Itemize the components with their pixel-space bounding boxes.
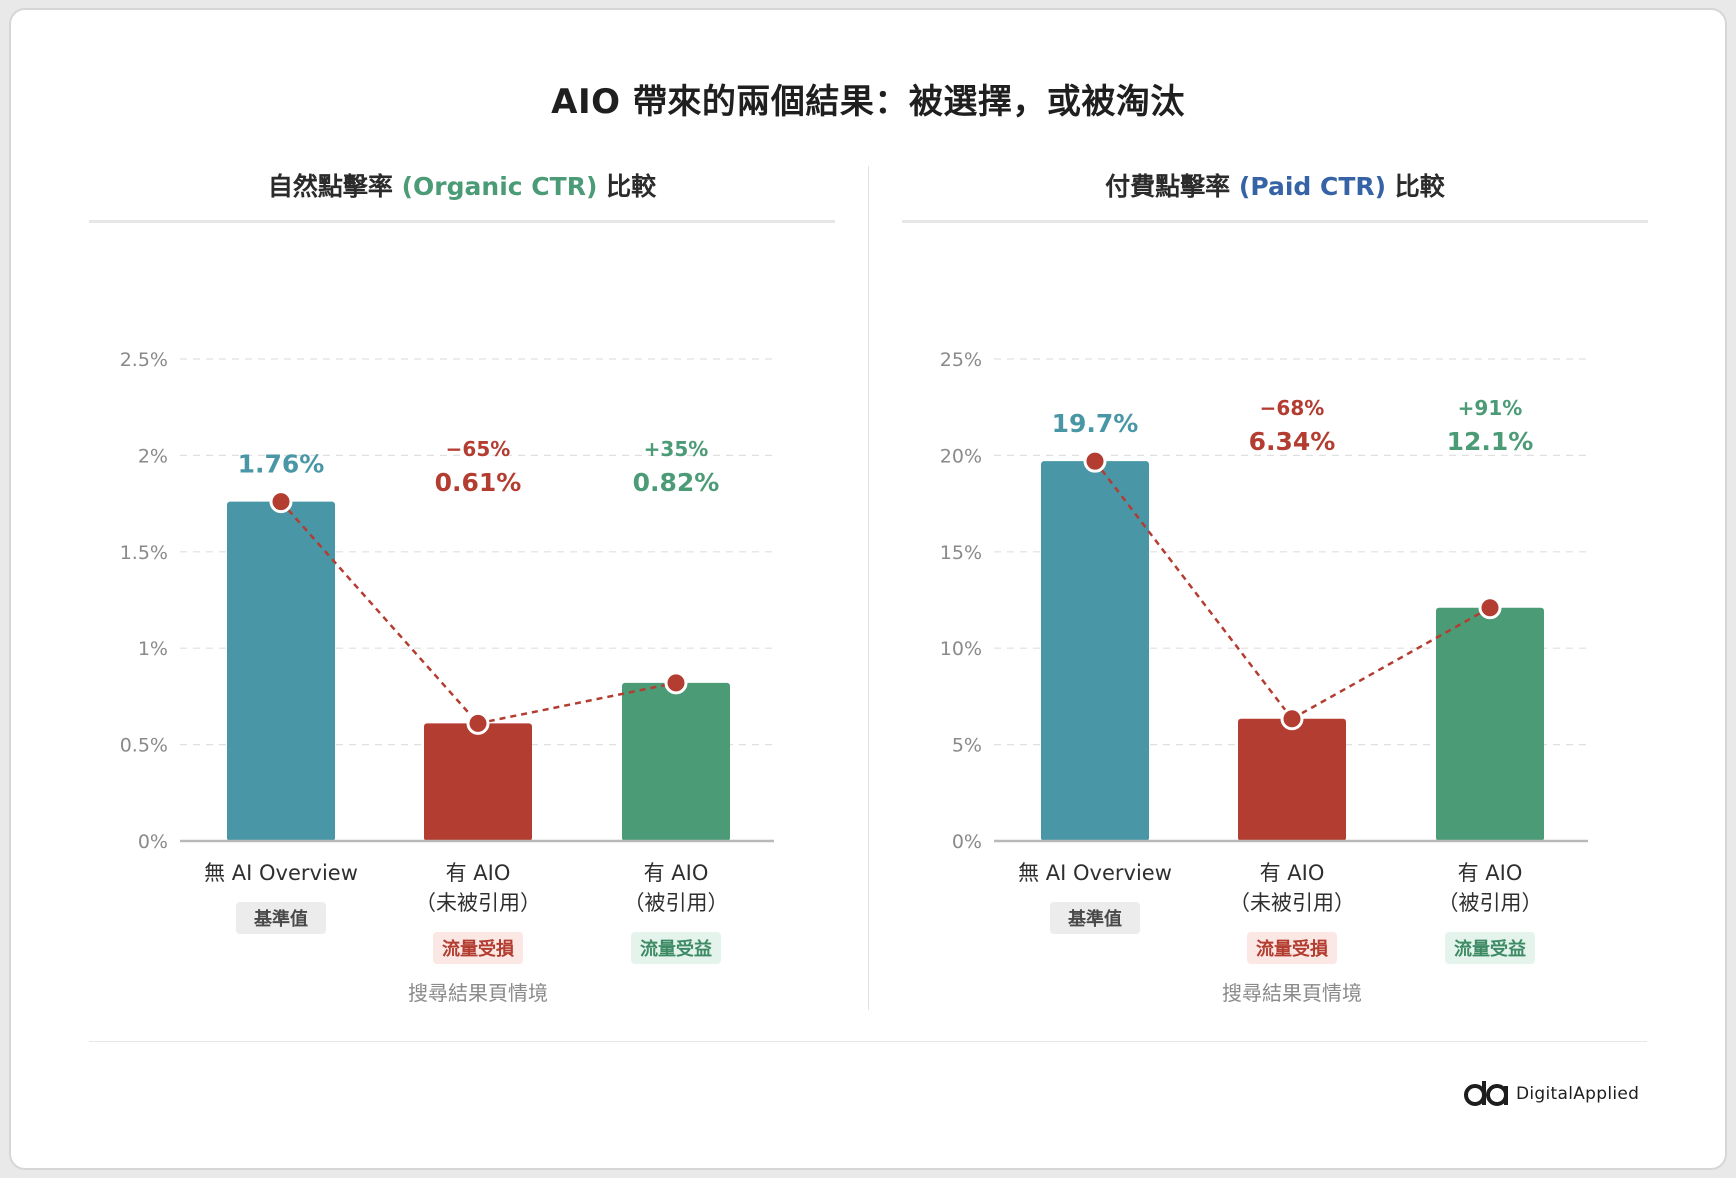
paid-category-label: 有 AIO — [1260, 861, 1325, 885]
paid-point-marker — [1478, 596, 1502, 620]
organic-badge-gain — [631, 932, 721, 964]
organic-title-highlight: (Organic CTR) — [401, 172, 598, 201]
organic-bar-gain — [622, 682, 730, 841]
organic-category-sublabel: （被引用） — [624, 891, 729, 915]
organic-title-suffix: 比較 — [597, 172, 657, 201]
paid-ytick-label: 20% — [940, 445, 982, 467]
paid-ytick-label: 10% — [940, 638, 982, 660]
organic-bar-baseline — [227, 501, 335, 841]
paid-badge-gain — [1445, 932, 1535, 964]
organic-category-sublabel: （未被引用） — [415, 891, 541, 915]
paid-point-marker — [1083, 449, 1107, 473]
organic-x-axis-title: 搜尋結果頁情境 — [408, 981, 548, 1005]
organic-badge-baseline — [236, 902, 326, 934]
panel-divider — [868, 166, 869, 1010]
organic-badge-label: 流量受益 — [640, 938, 712, 960]
organic-value-label: 0.82% — [633, 468, 720, 497]
paid-ytick-label: 0% — [952, 831, 982, 853]
paid-title-highlight: (Paid CTR) — [1238, 172, 1387, 201]
organic-trend-line — [280, 500, 479, 725]
paid-title-suffix: 比較 — [1386, 172, 1445, 201]
paid-badge-baseline — [1050, 902, 1140, 934]
paid-point-marker — [1280, 707, 1304, 731]
organic-badge-loss — [433, 932, 523, 964]
brand-name: DigitalApplied — [1516, 1084, 1640, 1104]
paid-value-label: 12.1% — [1447, 427, 1534, 456]
paid-trend-line — [1291, 606, 1491, 720]
organic-trend-line — [477, 681, 677, 725]
paid-bar-gain — [1436, 607, 1544, 841]
organic-ytick-label: 2% — [138, 445, 168, 467]
organic-category-label: 有 AIO — [644, 861, 709, 885]
organic-ytick-label: 2.5% — [120, 349, 168, 371]
organic-bar-loss — [424, 723, 532, 841]
paid-ytick-label: 25% — [940, 349, 982, 371]
paid-badge-loss — [1247, 932, 1337, 964]
brand-mark-icon — [1464, 1081, 1508, 1106]
paid-badge-label: 流量受損 — [1256, 938, 1329, 960]
paid-change-label: +91% — [1458, 396, 1523, 420]
page-title: AIO 帶來的兩個結果：被選擇，或被淘汰 — [551, 82, 1185, 122]
paid-bar-loss — [1238, 718, 1346, 841]
organic-badge-label: 基準值 — [253, 908, 308, 930]
organic-title-rule — [89, 220, 835, 223]
organic-category-label: 無 AI Overview — [204, 861, 358, 885]
footer-rule — [89, 1041, 1647, 1042]
paid-value-label: 19.7% — [1052, 409, 1139, 438]
paid-category-sublabel: （被引用） — [1438, 891, 1543, 915]
paid-change-label: −68% — [1260, 396, 1325, 420]
organic-change-label: −65% — [446, 437, 511, 461]
paid-badge-label: 基準值 — [1067, 908, 1122, 930]
organic-ytick-label: 1.5% — [120, 542, 168, 564]
paid-x-axis-title: 搜尋結果頁情境 — [1222, 981, 1362, 1005]
organic-category-label: 有 AIO — [446, 861, 511, 885]
organic-ytick-label: 1% — [138, 638, 168, 660]
paid-title-prefix: 付費點擊率 — [1105, 172, 1239, 201]
paid-badge-label: 流量受益 — [1454, 938, 1526, 960]
paid-value-label: 6.34% — [1249, 427, 1336, 456]
organic-badge-label: 流量受損 — [442, 938, 515, 960]
paid-panel-title: 付費點擊率 (Paid CTR) 比較 — [902, 167, 1648, 203]
brand-logo: DigitalApplied — [1464, 1080, 1639, 1108]
organic-change-label: +35% — [644, 437, 709, 461]
organic-value-label: 1.76% — [238, 450, 325, 479]
paid-category-label: 有 AIO — [1458, 861, 1523, 885]
organic-ytick-label: 0% — [138, 831, 168, 853]
organic-ytick-label: 0.5% — [120, 735, 168, 757]
paid-ytick-label: 5% — [952, 735, 982, 757]
organic-title-prefix: 自然點擊率 — [267, 172, 402, 201]
organic-point-marker — [664, 671, 688, 695]
paid-title-rule — [902, 220, 1648, 223]
paid-bar-baseline — [1041, 461, 1149, 841]
organic-panel-title: 自然點擊率 (Organic CTR) 比較 — [89, 167, 835, 203]
paid-category-label: 無 AI Overview — [1018, 861, 1172, 885]
organic-value-label: 0.61% — [435, 468, 522, 497]
organic-point-marker — [269, 490, 293, 514]
organic-point-marker — [466, 711, 490, 735]
paid-category-sublabel: （未被引用） — [1229, 891, 1355, 915]
paid-ytick-label: 15% — [940, 542, 982, 564]
